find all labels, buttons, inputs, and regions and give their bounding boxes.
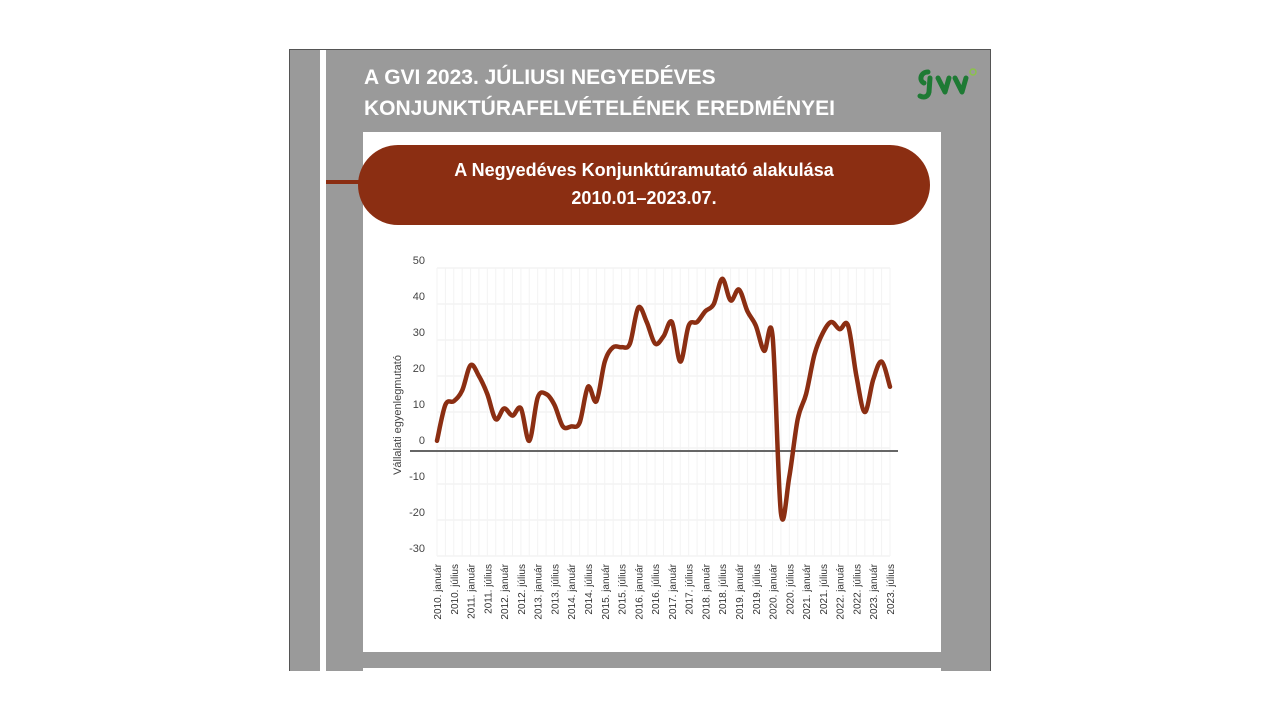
x-tick-label: 2013. július	[550, 564, 561, 615]
x-tick-label: 2022. január	[836, 563, 847, 619]
x-tick-label: 2012. július	[517, 564, 528, 615]
y-tick-label: 10	[413, 399, 425, 411]
y-tick-label: -20	[409, 507, 425, 519]
x-tick-label: 2019. július	[752, 564, 763, 615]
y-tick-labels: 50 40 30 20 10 0 -10 -20 -30	[409, 255, 425, 555]
y-tick-label: -30	[409, 543, 425, 555]
y-tick-label: 20	[413, 363, 425, 375]
x-tick-label: 2023. január	[869, 563, 880, 619]
x-tick-label: 2017. július	[685, 564, 696, 615]
x-tick-labels: 2010. január 2010. július 2011. január 2011…	[433, 563, 897, 619]
x-tick-label: 2011. július	[483, 564, 494, 614]
x-tick-label: 2017. január	[668, 563, 679, 619]
grid	[436, 267, 891, 557]
slide-title-line2: KONJUNKTÚRAFELVÉTELÉNEK EREDMÉNYEI	[364, 97, 835, 120]
x-tick-label: 2020. január	[769, 563, 780, 619]
x-tick-label: 2016. július	[651, 564, 662, 615]
x-tick-label: 2011. január	[467, 563, 478, 619]
x-tick-label: 2014. január	[567, 563, 578, 619]
y-tick-label: 40	[413, 291, 425, 303]
x-tick-label: 2019. január	[735, 563, 746, 619]
next-card	[363, 668, 941, 672]
x-tick-label: 2023. július	[886, 564, 897, 615]
slide-title-line1: A GVI 2023. JÚLIUSI NEGYEDÉVES	[364, 66, 716, 89]
chart-title: A Negyedéves Konjunktúramutató alakulása	[454, 160, 834, 180]
x-tick-label: 2014. július	[584, 564, 595, 615]
series-line	[434, 276, 893, 522]
x-tick-label: 2020. július	[785, 564, 796, 615]
x-tick-label: 2015. január	[601, 563, 612, 619]
y-tick-label: 50	[413, 255, 425, 267]
slide-title: A GVI 2023. JÚLIUSI NEGYEDÉVES KONJUNKTÚ…	[364, 62, 924, 124]
chart-subtitle: 2010.01–2023.07.	[571, 188, 717, 208]
pill-connector	[326, 180, 370, 184]
x-tick-label: 2013. január	[534, 563, 545, 619]
x-tick-label: 2012. január	[500, 563, 511, 619]
left-accent-bar	[320, 50, 326, 672]
x-tick-label: 2016. január	[634, 563, 645, 619]
x-tick-label: 2021. július	[819, 564, 830, 615]
gvi-logo-icon	[917, 68, 977, 100]
x-tick-label: 2010. január	[433, 563, 444, 619]
x-tick-label: 2018. január	[701, 563, 712, 619]
y-tick-label: 0	[419, 435, 425, 447]
x-tick-label: 2022. július	[852, 564, 863, 615]
y-tick-label: 30	[413, 327, 425, 339]
chart-title-pill: A Negyedéves Konjunktúramutató alakulása…	[358, 145, 930, 225]
y-tick-label: -10	[409, 471, 425, 483]
x-tick-label: 2015. július	[618, 564, 629, 615]
x-tick-label: 2018. július	[718, 564, 729, 615]
x-tick-label: 2021. január	[802, 563, 813, 619]
x-tick-label: 2010. július	[450, 564, 461, 615]
y-axis-label: Vállalati egyenlegmutató	[392, 355, 404, 475]
